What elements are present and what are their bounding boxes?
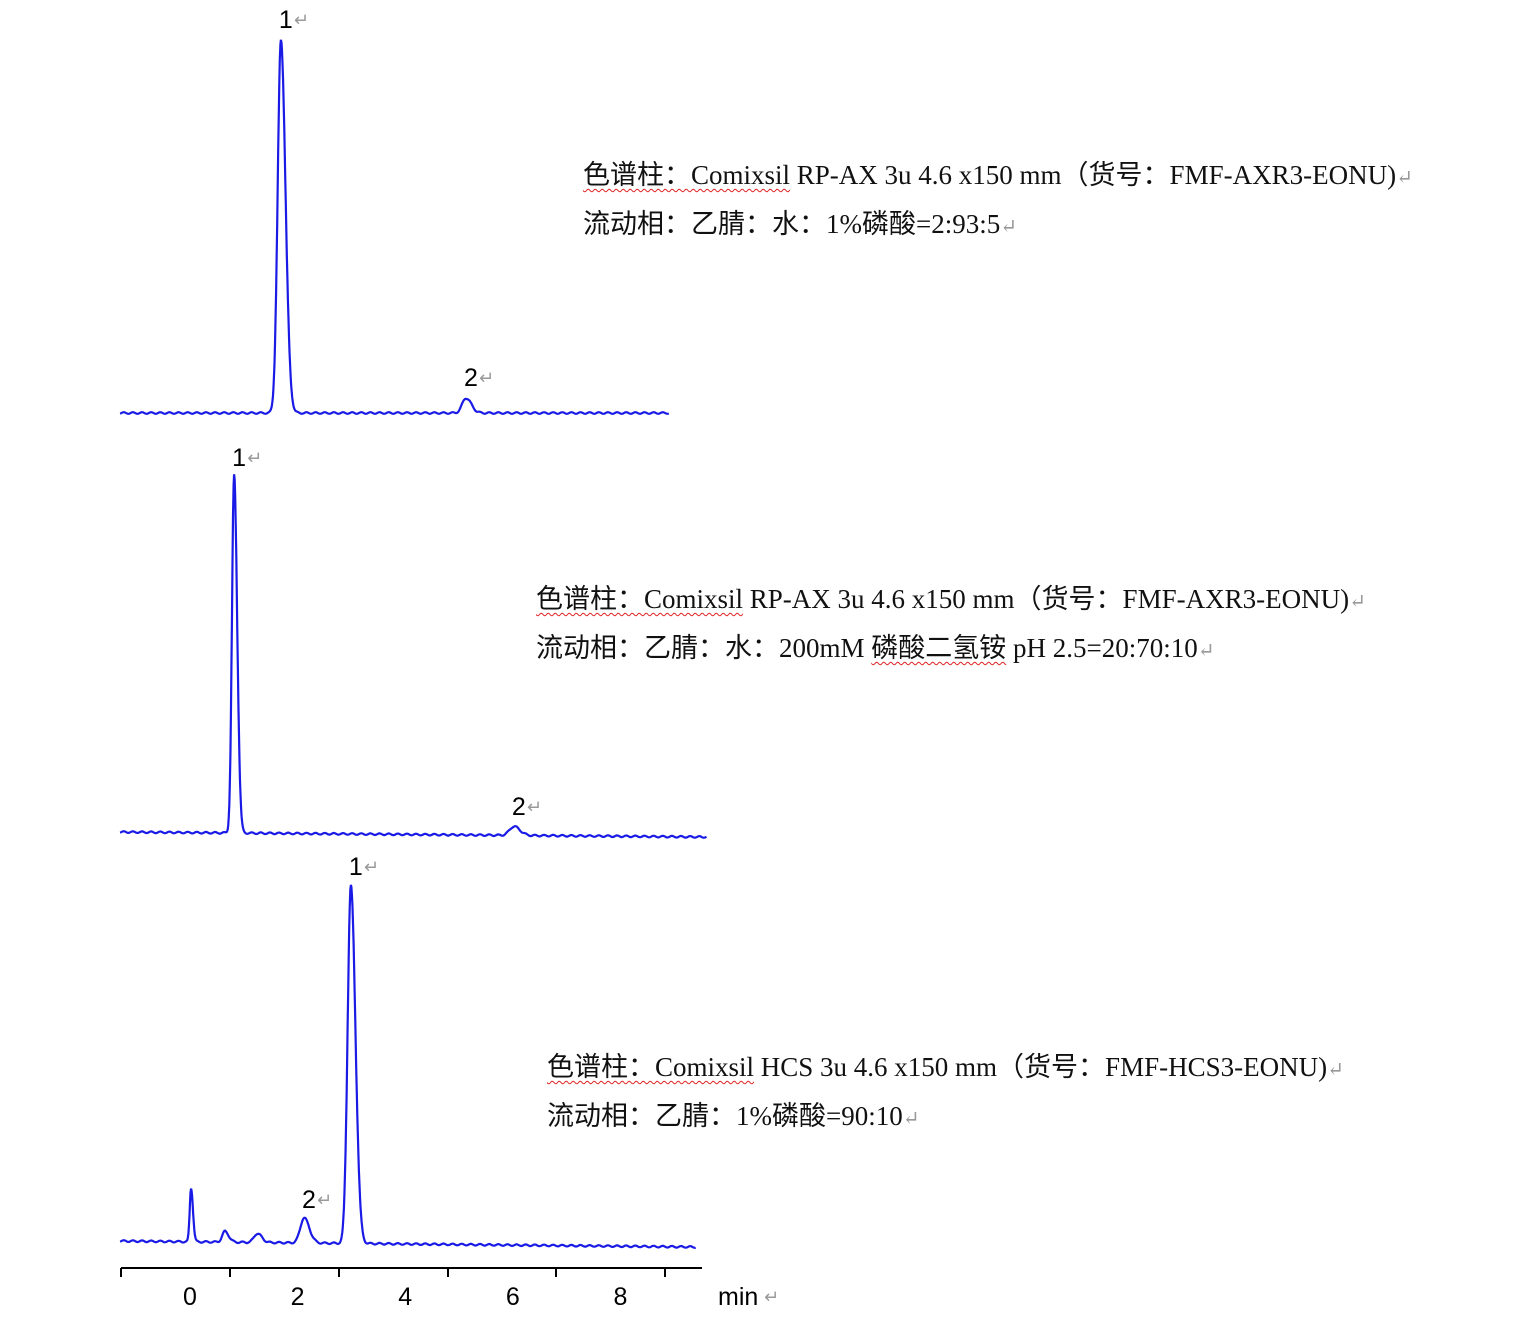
note-line: 色谱柱：Comixsil RP-AX 3u 4.6 x150 mm（货号：FMF… bbox=[583, 152, 1413, 201]
chromatogram-trace-2 bbox=[119, 474, 707, 839]
return-mark: ↵ bbox=[1396, 167, 1413, 189]
return-mark: ↵ bbox=[294, 10, 309, 31]
x-tick-label: 4 bbox=[398, 1283, 412, 1311]
note-text: RP-AX 3u 4.6 x150 mm（货号：FMF-AXR3-EONU) bbox=[790, 160, 1397, 190]
peak-label: 1 bbox=[279, 6, 293, 34]
return-mark: ↵ bbox=[364, 857, 379, 878]
peak-label: 2 bbox=[512, 793, 526, 821]
note-text: pH 2.5=20:70:10 bbox=[1006, 633, 1198, 663]
return-mark: ↵ bbox=[317, 1190, 332, 1211]
return-mark: ↵ bbox=[902, 1108, 920, 1130]
return-mark: ↵ bbox=[1000, 216, 1017, 238]
x-tick-label: 6 bbox=[506, 1283, 520, 1311]
note-line: 色谱柱：Comixsil HCS 3u 4.6 x150 mm（货号：FMF-H… bbox=[547, 1044, 1344, 1093]
return-mark: ↵ bbox=[527, 797, 542, 818]
note-text: 流动相：乙腈：水：1%磷酸=2:93:5 bbox=[583, 209, 1001, 239]
peak-label: 2 bbox=[464, 364, 478, 392]
note-text: RP-AX 3u 4.6 x150 mm（货号：FMF-AXR3-EONU) bbox=[743, 584, 1350, 614]
note-text: 色谱柱：Comixsil bbox=[547, 1052, 755, 1082]
peak-label: 1 bbox=[232, 444, 246, 472]
note-line: 流动相：乙腈：1%磷酸=90:10↵ bbox=[547, 1093, 1344, 1142]
chromatogram-trace-1 bbox=[119, 39, 670, 415]
note-line: 流动相：乙腈：水：200mM 磷酸二氢铵 pH 2.5=20:70:10↵ bbox=[536, 625, 1366, 674]
condition-note-3: 色谱柱：Comixsil HCS 3u 4.6 x150 mm（货号：FMF-H… bbox=[547, 1044, 1344, 1142]
condition-note-1: 色谱柱：Comixsil RP-AX 3u 4.6 x150 mm（货号：FMF… bbox=[583, 152, 1413, 250]
peak-label: 2 bbox=[302, 1186, 316, 1214]
return-mark: ↵ bbox=[764, 1287, 779, 1308]
return-mark: ↵ bbox=[247, 448, 262, 469]
return-mark: ↵ bbox=[479, 368, 494, 389]
x-tick-label: 8 bbox=[613, 1283, 627, 1311]
note-text: HCS 3u 4.6 x150 mm（货号：FMF-HCS3-EONU) bbox=[754, 1052, 1328, 1082]
peak-label: 1 bbox=[349, 853, 363, 881]
return-mark: ↵ bbox=[1197, 640, 1215, 662]
note-text: 流动相：乙腈：1%磷酸=90:10 bbox=[547, 1101, 903, 1131]
note-text: 色谱柱：Comixsil bbox=[536, 584, 744, 614]
condition-note-2: 色谱柱：Comixsil RP-AX 3u 4.6 x150 mm（货号：FMF… bbox=[536, 576, 1366, 674]
x-axis-unit: min bbox=[718, 1283, 758, 1311]
note-text: 磷酸二氢铵 bbox=[871, 633, 1007, 663]
note-line: 流动相：乙腈：水：1%磷酸=2:93:5↵ bbox=[583, 201, 1413, 250]
x-tick-label: 0 bbox=[183, 1283, 197, 1311]
note-text: 流动相：乙腈：水：200mM bbox=[536, 633, 872, 663]
x-tick-label: 2 bbox=[291, 1283, 305, 1311]
note-text: 色谱柱：Comixsil bbox=[583, 160, 791, 190]
return-mark: ↵ bbox=[1327, 1059, 1344, 1081]
note-line: 色谱柱：Comixsil RP-AX 3u 4.6 x150 mm（货号：FMF… bbox=[536, 576, 1366, 625]
chromatogram-trace-3 bbox=[119, 884, 697, 1249]
return-mark: ↵ bbox=[1349, 591, 1366, 613]
